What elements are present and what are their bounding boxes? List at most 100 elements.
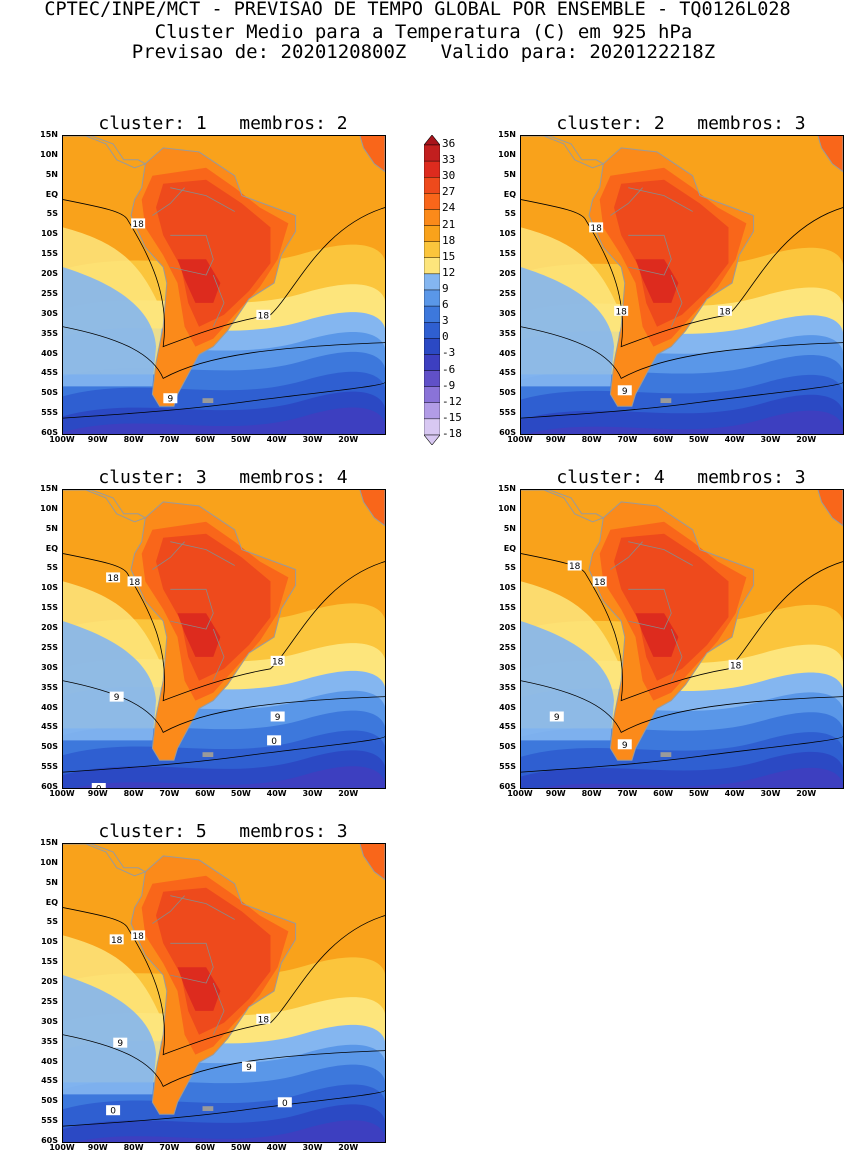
y-tick-label: 15S bbox=[41, 957, 58, 967]
continent-30-33 bbox=[635, 259, 679, 303]
panel-title: cluster: 1 membros: 2 bbox=[98, 113, 348, 134]
contour-line bbox=[521, 326, 843, 379]
y-tick-label: 55S bbox=[41, 762, 58, 772]
y-tick-label: 25S bbox=[41, 288, 58, 298]
contour-label: 18 bbox=[589, 222, 604, 234]
y-tick-label: 50S bbox=[41, 1096, 58, 1106]
svg-text:18: 18 bbox=[258, 311, 270, 321]
svg-text:0: 0 bbox=[110, 1107, 116, 1117]
y-tick-label: 5S bbox=[46, 917, 58, 927]
svg-text:18: 18 bbox=[132, 220, 144, 230]
africa-coast bbox=[817, 490, 843, 527]
x-tick-label: 80W bbox=[123, 435, 144, 444]
colorbar-swatch bbox=[423, 305, 441, 323]
coastline bbox=[588, 147, 755, 407]
contour-line bbox=[63, 1034, 385, 1087]
falkland-islands bbox=[660, 398, 672, 403]
contour-line bbox=[521, 199, 843, 348]
x-tick-label: 40W bbox=[724, 789, 745, 798]
x-tick-label: 70W bbox=[159, 789, 180, 798]
continent-27-30 bbox=[156, 887, 271, 1035]
y-tick-label: 55S bbox=[499, 408, 516, 418]
colorbar-label: 36 bbox=[442, 137, 456, 150]
colorbar-label: -9 bbox=[442, 378, 456, 392]
x-tick-label: 50W bbox=[688, 435, 709, 444]
coastline bbox=[588, 501, 755, 761]
svg-text:9: 9 bbox=[246, 1063, 252, 1073]
colorbar-swatch bbox=[423, 144, 441, 162]
x-tick-label: 100W bbox=[49, 789, 75, 798]
y-tick-label: 35S bbox=[41, 1036, 58, 1046]
header-line-1: CPTEC/INPE/MCT - PREVISAO DE TEMPO GLOBA… bbox=[44, 0, 791, 20]
contour-line bbox=[63, 553, 385, 702]
svg-text:18: 18 bbox=[129, 578, 141, 588]
y-tick-label: 35S bbox=[41, 328, 58, 338]
contour-label: 18 bbox=[106, 572, 121, 584]
country-border bbox=[212, 274, 225, 327]
contour-label: 9 bbox=[549, 711, 564, 723]
colorbar-label: 33 bbox=[442, 153, 456, 167]
x-tick-label: 20W bbox=[796, 435, 817, 444]
y-tick-label: 40S bbox=[41, 1056, 58, 1066]
contour-label: 9 bbox=[109, 691, 124, 703]
x-tick-label: 60W bbox=[653, 435, 674, 444]
country-border bbox=[212, 982, 225, 1035]
falkland-islands bbox=[202, 752, 214, 757]
contour-line bbox=[521, 735, 843, 773]
y-tick-label: 30S bbox=[41, 1016, 58, 1026]
x-tick-label: 60W bbox=[195, 1143, 216, 1152]
x-tick-label: 30W bbox=[302, 1143, 323, 1152]
y-tick-label: 25S bbox=[499, 642, 516, 652]
y-tick-label: 5N bbox=[503, 169, 516, 179]
x-tick-label: 60W bbox=[195, 789, 216, 798]
cluster-panel-5: cluster: 5 membros: 3 15N 10N 5N EQ 5S 10S 15S… bbox=[0, 821, 390, 1152]
x-tick-label: 50W bbox=[688, 789, 709, 798]
contour-line bbox=[63, 735, 385, 773]
svg-text:18: 18 bbox=[615, 307, 627, 317]
svg-text:18: 18 bbox=[272, 657, 284, 667]
colorbar-label: 27 bbox=[442, 185, 456, 199]
country-border bbox=[670, 628, 683, 681]
y-tick-label: 55S bbox=[41, 408, 58, 418]
y-tick-label: 5N bbox=[45, 169, 58, 179]
country-border bbox=[610, 187, 643, 216]
country-border bbox=[152, 187, 185, 216]
colorbar-bottom-arrow bbox=[423, 434, 441, 446]
x-tick-label: 40W bbox=[266, 435, 287, 444]
x-tick-label: 20W bbox=[796, 789, 817, 798]
svg-text:0: 0 bbox=[96, 785, 102, 789]
central-america-coast bbox=[63, 490, 147, 523]
colorbar-label: 9 bbox=[442, 282, 449, 295]
svg-text:9: 9 bbox=[275, 713, 281, 723]
y-tick-label: 15S bbox=[499, 603, 516, 613]
svg-text:18: 18 bbox=[569, 562, 581, 572]
y-tick-label: 5S bbox=[46, 209, 58, 219]
colorbar-swatch bbox=[423, 354, 441, 371]
y-tick-label: EQ bbox=[45, 189, 58, 199]
colorbar-swatch bbox=[423, 418, 441, 436]
contour-label: 18 bbox=[717, 305, 732, 317]
contour-label: 18 bbox=[728, 659, 743, 671]
y-tick-label: 20S bbox=[41, 269, 58, 279]
colorbar-label: -12 bbox=[442, 394, 462, 408]
y-tick-label: EQ bbox=[45, 543, 58, 553]
cluster-panel-4: cluster: 4 membros: 3 15N 10N 5N EQ 5S 10S 15S… bbox=[458, 467, 847, 798]
country-border bbox=[670, 274, 683, 327]
temperature-map: 18 18 18 9 bbox=[520, 135, 844, 435]
y-tick-label: 60S bbox=[499, 428, 516, 437]
svg-text:9: 9 bbox=[622, 741, 628, 751]
y-tick-label: 5N bbox=[45, 523, 58, 533]
colorbar-swatch bbox=[423, 338, 441, 355]
y-tick-label: 15N bbox=[40, 130, 58, 139]
y-tick-label: 60S bbox=[41, 782, 58, 791]
contour-line bbox=[63, 1089, 385, 1127]
cluster-panel-1: cluster: 1 membros: 2 15N 10N 5N EQ 5S 10S 15S… bbox=[0, 113, 390, 444]
continent-30-33 bbox=[177, 259, 221, 303]
header-line-2: Cluster Medio para a Temperatura (C) em … bbox=[154, 21, 693, 43]
band-m6-m3 bbox=[63, 407, 385, 434]
x-tick-label: 40W bbox=[266, 1143, 287, 1152]
y-tick-label: 20S bbox=[499, 623, 516, 633]
svg-text:18: 18 bbox=[730, 661, 742, 671]
svg-text:18: 18 bbox=[719, 307, 731, 317]
x-tick-label: 70W bbox=[617, 789, 638, 798]
